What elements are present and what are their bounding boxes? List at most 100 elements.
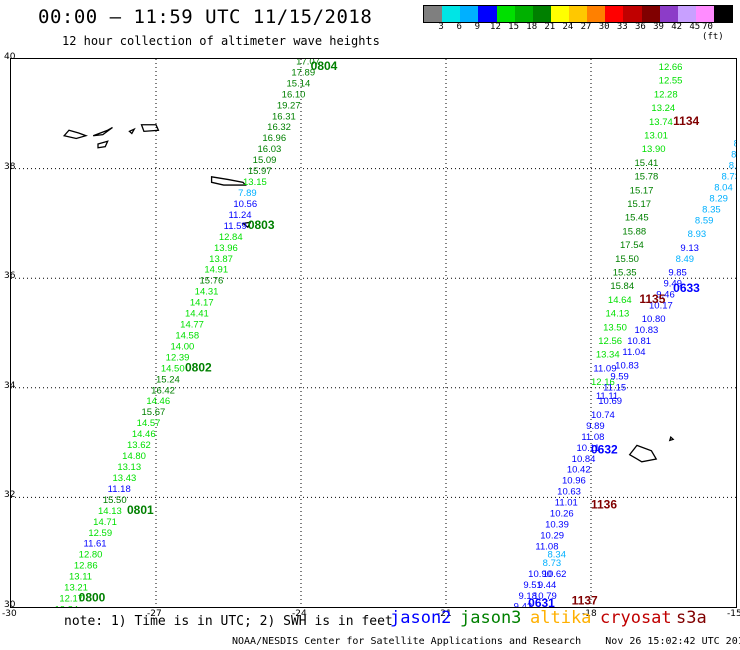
wave-height-point: 13.24	[651, 103, 675, 114]
pass-time-label: 1135	[639, 292, 665, 306]
wave-height-point: 8.6	[734, 139, 736, 150]
legend-label: 30	[598, 22, 610, 32]
wave-height-point: 17.07	[296, 59, 320, 67]
legend-swatch	[605, 6, 624, 22]
wave-height-point: 8.59	[695, 215, 714, 226]
wave-height-point: 11.59	[224, 221, 247, 232]
lat-tick-label: 30	[4, 600, 16, 610]
legend-label: 15	[508, 22, 519, 32]
wave-height-point: 16.31	[272, 111, 296, 122]
wave-height-point: 14.80	[122, 451, 146, 462]
wave-height-point: 11.15	[603, 383, 626, 394]
lat-tick-label: 36	[4, 271, 16, 282]
pass-time-label: 0803	[248, 218, 275, 232]
wave-height-point: 14.13	[98, 506, 122, 517]
legend-label: 21	[544, 22, 556, 32]
legend-label: 27	[580, 22, 592, 32]
legend-swatch	[514, 6, 533, 22]
wave-height-point: 13.62	[127, 440, 151, 451]
wave-height-point: 10.63	[557, 487, 581, 498]
legend-altika: altika	[530, 608, 592, 628]
island-outline	[241, 221, 252, 229]
island-outline	[128, 127, 136, 135]
color-legend-labels: 3 6 9 12 15 18 21 24 27 30 33 36 39 42 45 70 (ft)	[423, 22, 733, 42]
pass-time-label: 0632	[591, 443, 618, 457]
wave-height-point: 15.24	[156, 374, 180, 385]
wave-height-point: 10.56	[233, 199, 257, 210]
page-subtitle: 12 hour collection of altimeter wave hei…	[62, 34, 380, 48]
wave-height-point: 12.80	[79, 550, 103, 561]
legend-swatch	[424, 6, 443, 22]
wave-height-point: 11.09	[593, 363, 616, 374]
legend-jason3: jason3	[460, 608, 522, 628]
legend-swatch	[478, 6, 497, 22]
lat-tick-label: 40	[4, 52, 16, 62]
wave-height-point: 16.42	[151, 385, 175, 396]
wave-height-point: 16.32	[267, 122, 291, 133]
wave-height-point: 15.09	[253, 155, 277, 166]
pass-time-label: 0633	[673, 281, 700, 295]
island-outline	[628, 444, 658, 463]
pass-time-label: 0800	[79, 591, 106, 605]
legend-swatch	[695, 6, 714, 22]
legend-swatch	[659, 6, 678, 22]
pass-time-label: 0802	[185, 360, 212, 374]
wave-height-point: 16.03	[258, 144, 282, 155]
wave-height-point: 8.35	[702, 204, 721, 215]
wave-height-point: 14.17	[190, 298, 214, 309]
wave-height-point: 13.74	[649, 117, 673, 128]
wave-height-map[interactable]: 17.07 17.89 15.14 16.10 19.27 16.31 16.32 16.96…	[10, 58, 737, 608]
island-outline	[140, 124, 160, 133]
wave-height-point: 10.26	[550, 509, 574, 520]
wave-height-point: 12.16	[591, 377, 615, 388]
pass-time-label: 1137	[572, 593, 598, 607]
wave-height-point: 8.49	[676, 254, 695, 265]
wave-height-point: 19.27	[277, 100, 301, 111]
wave-height-point: 15.41	[635, 158, 659, 169]
lon-tick-label: -21	[437, 609, 452, 619]
legend-swatch	[442, 6, 461, 22]
wave-height-point: 9.18	[519, 591, 538, 602]
wave-height-point: 13.87	[209, 254, 233, 265]
wave-height-point: 10.84	[572, 454, 596, 465]
wave-height-point: 9.49	[664, 278, 683, 289]
legend-swatch	[496, 6, 515, 22]
wave-height-point: 15.88	[622, 226, 646, 237]
legend-label: 36	[634, 22, 646, 32]
wave-height-point: 9.46	[656, 289, 675, 300]
pass-time-label: 1136	[591, 497, 617, 511]
map-canvas: 17.0717.8915.1416.1019.2716.3116.3216.96…	[11, 59, 736, 607]
wave-height-point: 15.76	[200, 276, 224, 287]
wave-height-point: 11.61	[84, 539, 107, 550]
lon-tick-label: -30	[2, 609, 17, 619]
wave-height-point: 10.17	[649, 300, 673, 311]
page-title: 00:00 – 11:59 UTC 11/15/2018	[38, 6, 373, 28]
wave-height-point: 13.21	[64, 583, 88, 594]
wave-height-point: 17.54	[620, 240, 644, 251]
legend-swatch	[714, 6, 733, 22]
legend-jason2: jason2	[390, 608, 452, 628]
wave-height-point: 10.83	[615, 361, 639, 372]
island-outline	[62, 129, 88, 140]
wave-height-point: 14.77	[180, 320, 204, 331]
wave-height-point: 14.00	[171, 341, 195, 352]
wave-height-point: 12.28	[654, 89, 678, 100]
wave-height-point: 8.86	[729, 161, 736, 172]
legend-swatch	[550, 6, 569, 22]
wave-height-point: 10.81	[627, 336, 651, 347]
island-outline	[92, 126, 113, 137]
wave-height-point: 10.83	[635, 325, 659, 336]
wave-height-point: 14.46	[146, 396, 170, 407]
wave-height-point: 10.11	[577, 443, 600, 454]
lat-tick-label: 34	[4, 380, 16, 391]
wave-height-point: 14.71	[93, 517, 117, 528]
legend-label: 42	[671, 22, 683, 32]
legend-s3a: s3a	[676, 608, 707, 628]
wave-height-point: 15.17	[630, 185, 654, 196]
legend-swatch	[587, 6, 606, 22]
wave-height-point: 9.89	[586, 421, 605, 432]
wave-height-point: 9.13	[680, 243, 699, 254]
wave-height-point: 7.89	[238, 188, 257, 199]
wave-height-point: 15.97	[248, 166, 272, 177]
pass-time-label: 0631	[528, 596, 555, 607]
